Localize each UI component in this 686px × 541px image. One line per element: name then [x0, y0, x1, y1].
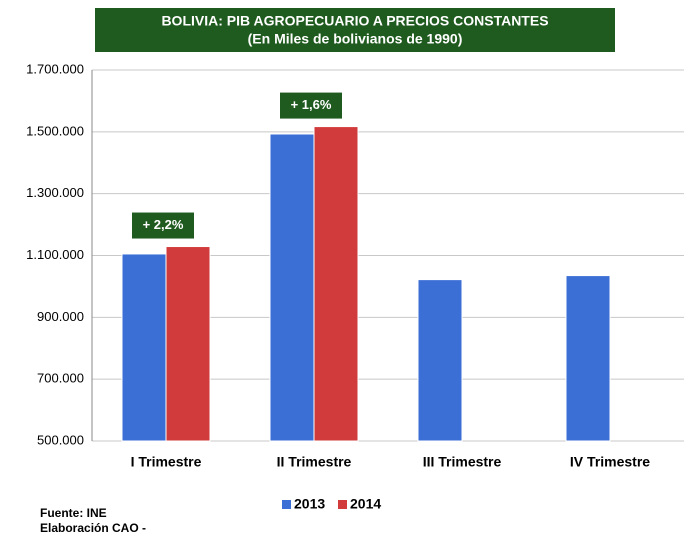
- x-tick-label: I Trimestre: [131, 454, 202, 470]
- x-tick-label: IV Trimestre: [570, 454, 650, 470]
- annotation-box: [132, 212, 194, 239]
- x-tick-label: II Trimestre: [277, 454, 352, 470]
- x-tick-label: III Trimestre: [423, 454, 502, 470]
- legend-swatch: [338, 500, 347, 509]
- y-tick-label: 500.000: [37, 432, 84, 447]
- annotation-box: [280, 92, 342, 119]
- legend-label: 2013: [294, 496, 325, 512]
- y-tick-label: 700.000: [37, 371, 84, 386]
- annotation: + 1,6%: [291, 97, 332, 112]
- y-tick-label: 1.300.000: [26, 185, 84, 200]
- y-tick-label: 1.700.000: [26, 61, 84, 76]
- bar: [313, 126, 359, 442]
- source: Fuente: INE: [40, 506, 107, 520]
- chart-title: BOLIVIA: PIB AGROPECUARIO A PRECIOS CONS…: [161, 13, 548, 29]
- bar: [417, 279, 463, 442]
- source: Elaboración CAO -: [40, 521, 146, 535]
- bar: [165, 246, 211, 442]
- bar: [269, 133, 315, 442]
- chart-subtitle: (En Miles de bolivianos de 1990): [248, 31, 463, 47]
- y-tick-label: 1.500.000: [26, 123, 84, 138]
- legend-label: 2014: [350, 496, 381, 512]
- bar: [565, 275, 611, 442]
- y-tick-label: 900.000: [37, 309, 84, 324]
- title-box: [95, 8, 615, 52]
- y-tick-label: 1.100.000: [26, 247, 84, 262]
- bar: [121, 253, 167, 442]
- annotation: + 2,2%: [143, 217, 184, 232]
- legend-swatch: [282, 500, 291, 509]
